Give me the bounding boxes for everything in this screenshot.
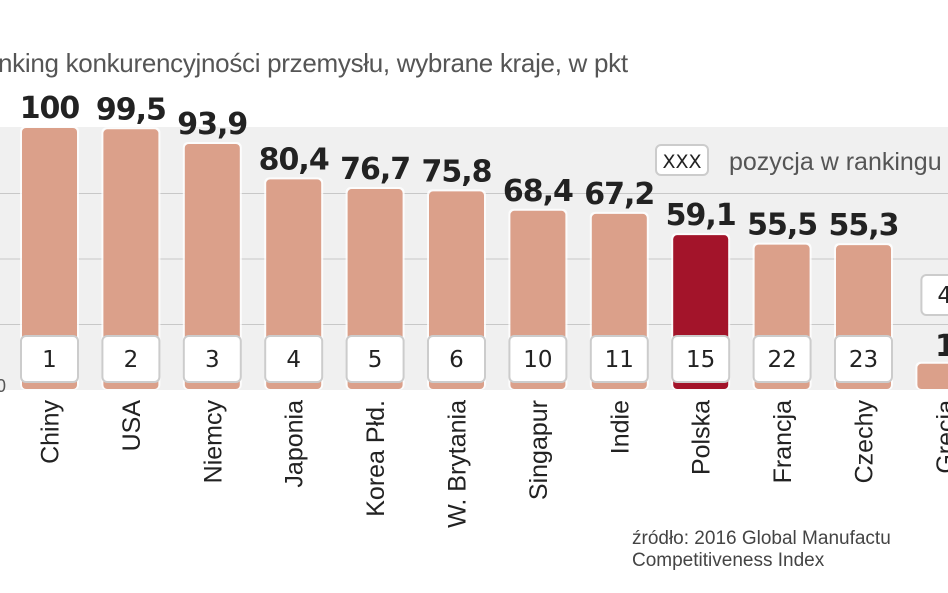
value-label: 67,2 [584,177,654,212]
rank-label: 6 [449,347,464,373]
legend-text: pozycja w rankingu [729,148,942,176]
rank-label: 1 [42,347,57,373]
rank-label: 23 [849,347,878,373]
rank-label: 15 [686,347,715,373]
rank-label: 10 [523,347,552,373]
category-label: Indie [606,400,634,454]
rank-box [589,335,649,383]
legend-box-label: XXX [662,151,701,173]
bar-group: 100 1 Chiny [20,91,81,464]
rank-label: 40 [937,283,948,309]
value-label: 76,7 [340,152,410,187]
category-label: Grecja [932,400,948,474]
value-label: 55,3 [828,208,898,243]
category-label: W. Brytania [444,400,472,528]
bar-group: 99,5 2 USA [96,92,167,452]
category-label: Chiny [37,400,65,464]
category-label: Niemcy [199,400,227,484]
rank-box [101,335,161,383]
legend-box [655,144,709,176]
category-label: Korea Płd. [362,400,390,517]
bar [184,143,240,389]
chart-title: nking konkurencyjności przemysłu, wybran… [0,48,628,78]
source-line-2: Competitiveness Index [632,550,825,571]
value-label: 59,1 [666,198,736,233]
category-label: USA [118,400,146,452]
value-label: 80,4 [259,142,329,177]
bar [22,128,77,389]
rank-label: 5 [368,347,383,373]
bar-group: 93,9 3 Niemcy [177,107,248,484]
category-label: Singapur [525,400,553,500]
bar-group: 76,7 5 Korea Płd. [340,152,411,517]
rank-box [182,335,242,383]
bar-group: 55,5 22 Francja [747,208,818,484]
bar [917,363,948,389]
value-label: 75,8 [421,154,491,189]
value-label: 99,5 [96,92,166,127]
rank-box [920,274,948,316]
rank-box [752,335,812,383]
rank-box [671,335,731,383]
rank-label: 11 [605,347,634,373]
value-label: 93,9 [177,107,247,142]
y-tick-label: 0 [0,376,6,396]
value-label: 10 [935,329,948,364]
legend: XXX pozycja w rankingu [655,144,942,176]
rank-label: 4 [286,347,301,373]
bar-group: 10 40 Grecja [915,274,948,474]
bar-group: 59,1 15 Polska [666,198,737,475]
rank-box [264,335,324,383]
bar-group: 55,3 23 Czechy [828,208,899,484]
category-label: Polska [688,400,716,475]
value-label: 100 [20,91,80,126]
rank-box [834,335,893,383]
category-label: Japonia [281,400,309,488]
bar-group: 67,2 11 Indie [584,177,655,454]
value-label: 68,4 [503,174,573,209]
bar-group: 75,8 6 W. Brytania [421,154,492,528]
rank-box [427,335,486,383]
bar-group: 68,4 10 Singapur [503,174,574,500]
category-label: Francja [769,400,797,483]
value-label: 55,5 [747,208,817,243]
source-note: źródło: 2016 Global Manufactu Competitiv… [632,528,891,572]
rank-box [20,335,79,383]
source-line-1: źródło: 2016 Global Manufactu [632,528,891,549]
category-label: Czechy [851,400,879,484]
rank-label: 2 [124,347,139,373]
rank-label: 22 [767,347,796,373]
bar [103,129,159,389]
rank-box [345,335,405,383]
rank-label: 3 [205,347,220,373]
rank-box [508,335,568,383]
bar-group: 80,4 4 Japonia [259,142,330,488]
